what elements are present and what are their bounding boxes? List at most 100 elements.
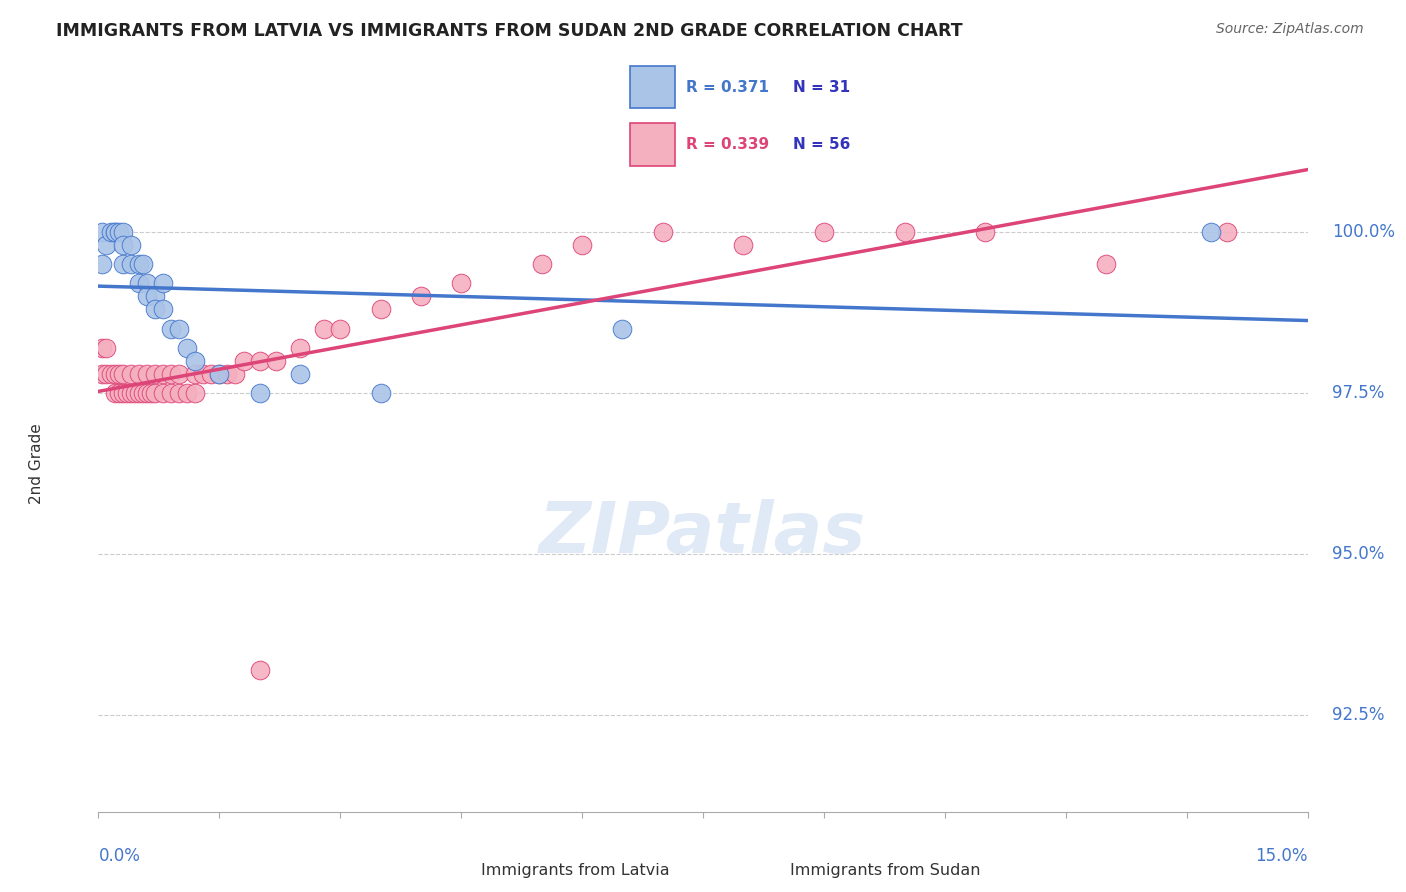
Point [450, 277, 472, 291]
Point [184, 386, 207, 401]
Point [103, 367, 125, 381]
Point [111, 367, 134, 381]
Point [184, 353, 207, 368]
Point [288, 367, 311, 381]
Point [217, 367, 239, 381]
Text: Immigrants from Sudan: Immigrants from Sudan [790, 863, 980, 878]
Point [264, 353, 287, 368]
Point [91, 225, 114, 239]
Point [120, 257, 142, 271]
Point [409, 289, 432, 303]
Point [1216, 225, 1239, 239]
Point [107, 367, 129, 381]
Text: Immigrants from Latvia: Immigrants from Latvia [481, 863, 669, 878]
Point [96, 367, 118, 381]
Point [651, 225, 673, 239]
Point [111, 386, 134, 401]
Point [167, 367, 190, 381]
Text: 95.0%: 95.0% [1331, 545, 1384, 563]
Point [120, 237, 142, 252]
Point [893, 225, 915, 239]
Text: IMMIGRANTS FROM LATVIA VS IMMIGRANTS FROM SUDAN 2ND GRADE CORRELATION CHART: IMMIGRANTS FROM LATVIA VS IMMIGRANTS FRO… [56, 22, 963, 40]
Point [813, 225, 835, 239]
Point [143, 367, 166, 381]
Point [120, 386, 142, 401]
Point [370, 302, 392, 317]
Point [224, 367, 246, 381]
Point [288, 341, 311, 355]
Point [571, 237, 593, 252]
Point [111, 257, 134, 271]
Point [232, 353, 254, 368]
Point [120, 367, 142, 381]
Point [135, 289, 157, 303]
Point [208, 367, 231, 381]
Text: N = 31: N = 31 [793, 79, 851, 95]
Point [167, 321, 190, 335]
Point [103, 386, 125, 401]
Text: 100.0%: 100.0% [1331, 223, 1395, 241]
Point [208, 367, 231, 381]
Point [143, 289, 166, 303]
Point [249, 386, 271, 401]
Point [96, 341, 118, 355]
Point [370, 386, 392, 401]
Point [100, 225, 122, 239]
Point [329, 321, 352, 335]
Point [132, 257, 155, 271]
Point [132, 386, 155, 401]
Point [974, 225, 997, 239]
Text: ZIPatlas: ZIPatlas [540, 499, 866, 568]
Point [176, 341, 198, 355]
Point [91, 367, 114, 381]
Point [139, 386, 162, 401]
Text: R = 0.371: R = 0.371 [686, 79, 769, 95]
Point [152, 302, 174, 317]
Point [111, 237, 134, 252]
Point [91, 257, 114, 271]
Point [128, 386, 150, 401]
Text: N = 56: N = 56 [793, 137, 851, 153]
Point [733, 237, 755, 252]
Point [103, 225, 125, 239]
Point [128, 367, 150, 381]
Point [135, 277, 157, 291]
Point [115, 386, 138, 401]
Point [152, 277, 174, 291]
Point [107, 386, 129, 401]
Text: 15.0%: 15.0% [1256, 847, 1308, 865]
Point [160, 321, 183, 335]
Point [160, 386, 183, 401]
Text: 0.0%: 0.0% [98, 847, 141, 865]
Point [314, 321, 336, 335]
Point [135, 386, 157, 401]
Point [128, 277, 150, 291]
Point [135, 367, 157, 381]
Point [111, 225, 134, 239]
Point [612, 321, 634, 335]
Point [124, 386, 146, 401]
Point [103, 225, 125, 239]
Point [1095, 257, 1118, 271]
Point [152, 386, 174, 401]
Text: 92.5%: 92.5% [1331, 706, 1385, 724]
Point [176, 386, 198, 401]
Point [200, 367, 222, 381]
Text: Source: ZipAtlas.com: Source: ZipAtlas.com [1216, 22, 1364, 37]
Text: 97.5%: 97.5% [1331, 384, 1384, 402]
FancyBboxPatch shape [630, 123, 675, 166]
Point [249, 663, 271, 677]
Point [91, 341, 114, 355]
Point [249, 353, 271, 368]
Text: R = 0.339: R = 0.339 [686, 137, 769, 153]
Point [530, 257, 553, 271]
Point [1199, 225, 1222, 239]
Point [193, 367, 215, 381]
Point [143, 302, 166, 317]
FancyBboxPatch shape [630, 66, 675, 109]
Point [100, 367, 122, 381]
Point [107, 225, 129, 239]
Text: 2nd Grade: 2nd Grade [30, 424, 44, 504]
Point [143, 386, 166, 401]
Point [96, 237, 118, 252]
